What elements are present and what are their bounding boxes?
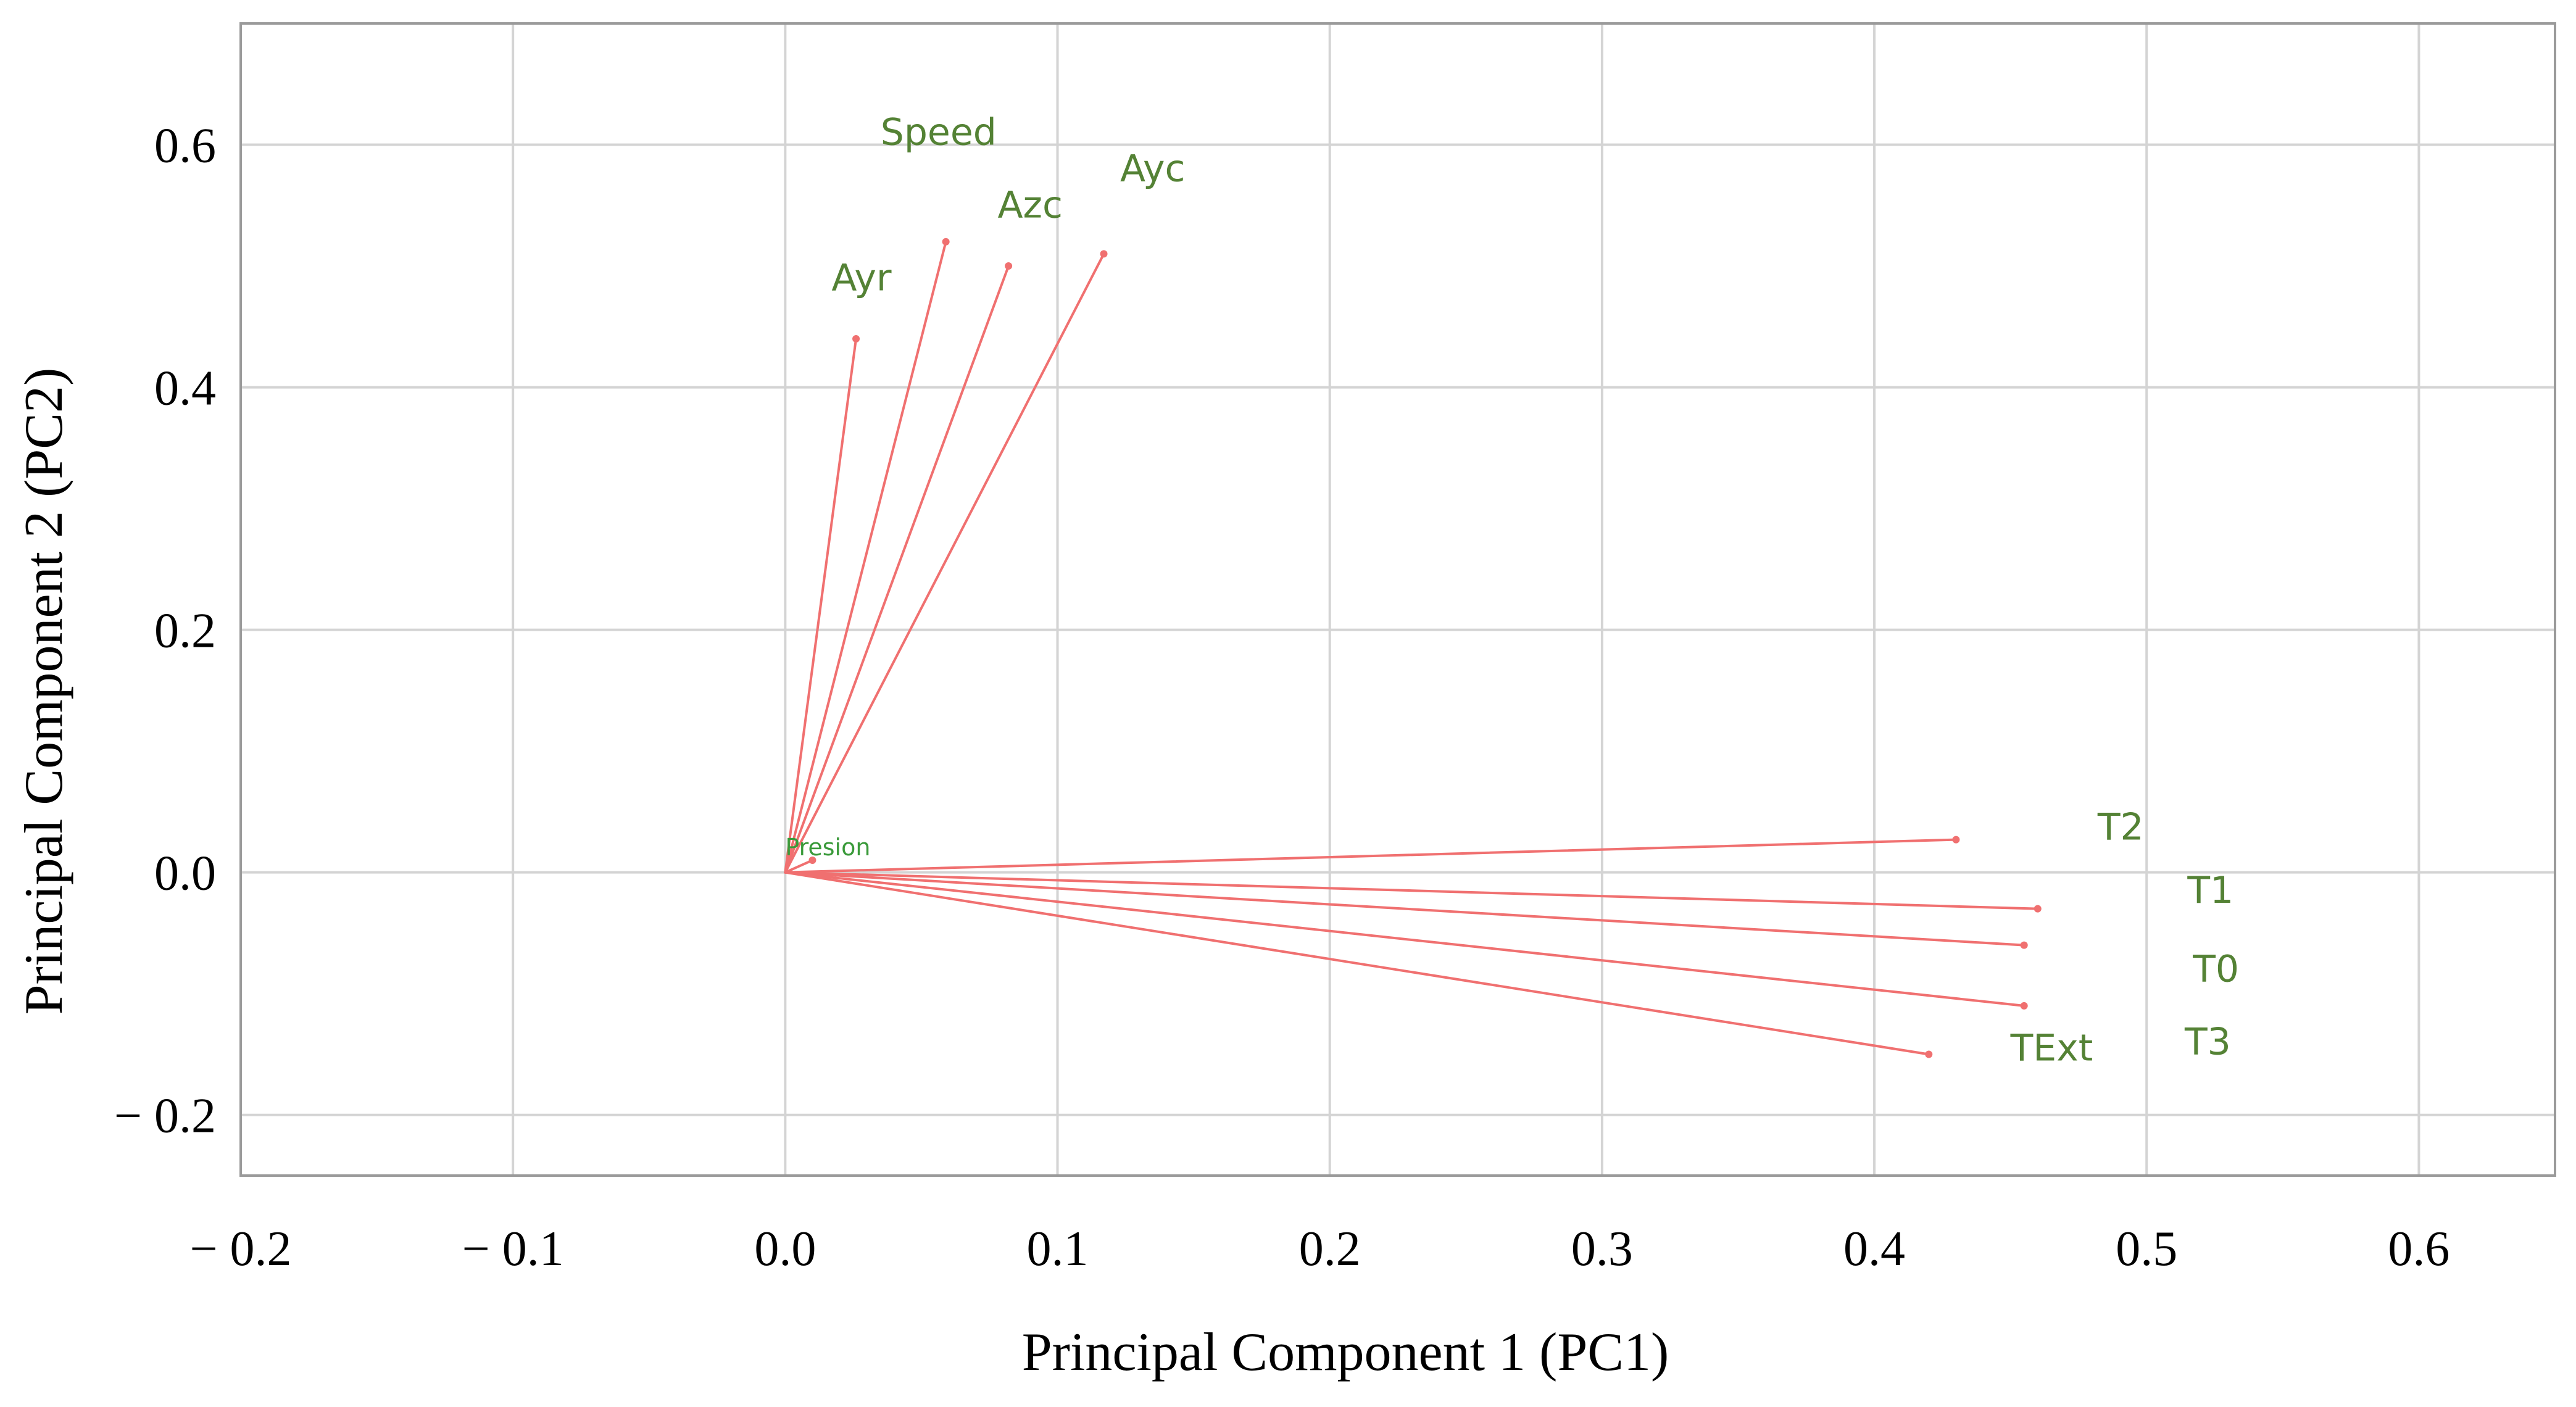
vector-label-speed: Speed — [881, 111, 997, 154]
vector-tip-ayc — [1100, 250, 1108, 258]
vector-tip-azc — [1005, 262, 1013, 270]
vector-tip-speed — [942, 238, 950, 246]
vector-label-azc: Azc — [997, 183, 1063, 226]
x-tick-labels: − 0.2 − 0.1 0.0 0.1 0.2 0.3 0.4 0.5 0.6 — [189, 1222, 2449, 1276]
y-axis-title: Principal Component 2 (PC2) — [14, 368, 74, 1015]
vector-ayr — [784, 337, 858, 874]
plot-frame — [239, 22, 2556, 1177]
x-axis-title: Principal Component 1 (PC1) — [1022, 1322, 1669, 1382]
vector-tip-t3 — [2020, 1002, 2028, 1010]
y-tick-label: 0.4 — [154, 362, 216, 416]
vector-t1 — [784, 871, 2039, 910]
vector-text — [784, 871, 1930, 1056]
vector-tip-text — [1925, 1050, 1933, 1058]
y-tick-label: 0.0 — [154, 847, 216, 901]
grid-lines — [241, 23, 2555, 1176]
vector-tip-presion — [808, 857, 816, 865]
x-tick-label: 0.4 — [1843, 1222, 1905, 1276]
y-tick-labels: − 0.2 0.0 0.2 0.4 0.6 — [114, 119, 216, 1143]
y-tick-label: 0.6 — [154, 119, 216, 173]
vector-presion — [784, 859, 814, 874]
vector-tip-t0 — [2020, 941, 2028, 949]
y-tick-label: − 0.2 — [114, 1089, 216, 1143]
x-tick-label: 0.5 — [2116, 1222, 2177, 1276]
vector-azc — [784, 265, 1010, 874]
vector-tip-t2 — [1952, 836, 1960, 844]
x-tick-label: − 0.2 — [189, 1222, 291, 1276]
plot-background — [241, 23, 2555, 1176]
vector-t2 — [784, 838, 1958, 874]
vector-tip-ayr — [852, 334, 860, 342]
vector-t0 — [784, 871, 2025, 947]
x-tick-label: 0.6 — [2388, 1222, 2449, 1276]
x-tick-label: 0.1 — [1027, 1222, 1089, 1276]
x-tick-label: − 0.1 — [462, 1222, 564, 1276]
vector-label-t0: T0 — [2192, 948, 2239, 991]
y-tick-label: 0.2 — [154, 604, 216, 658]
vector-label-t3: T3 — [2184, 1020, 2231, 1063]
x-tick-label: 0.0 — [754, 1222, 816, 1276]
vector-label-t1: T1 — [2187, 869, 2233, 912]
vector-ayc — [784, 252, 1105, 874]
vector-tip-t1 — [2034, 905, 2042, 913]
vector-label-presion: Presion — [785, 834, 870, 861]
vector-label-ayc: Ayc — [1120, 147, 1185, 190]
vector-t3 — [784, 871, 2025, 1007]
vector-label-ayr: Ayr — [831, 256, 891, 299]
vector-label-t2: T2 — [2097, 806, 2144, 849]
loading-vectors — [784, 238, 2042, 1058]
x-tick-label: 0.2 — [1299, 1222, 1361, 1276]
vector-speed — [784, 240, 947, 874]
vector-label-text: TExt — [2010, 1026, 2093, 1069]
x-tick-label: 0.3 — [1571, 1222, 1633, 1276]
